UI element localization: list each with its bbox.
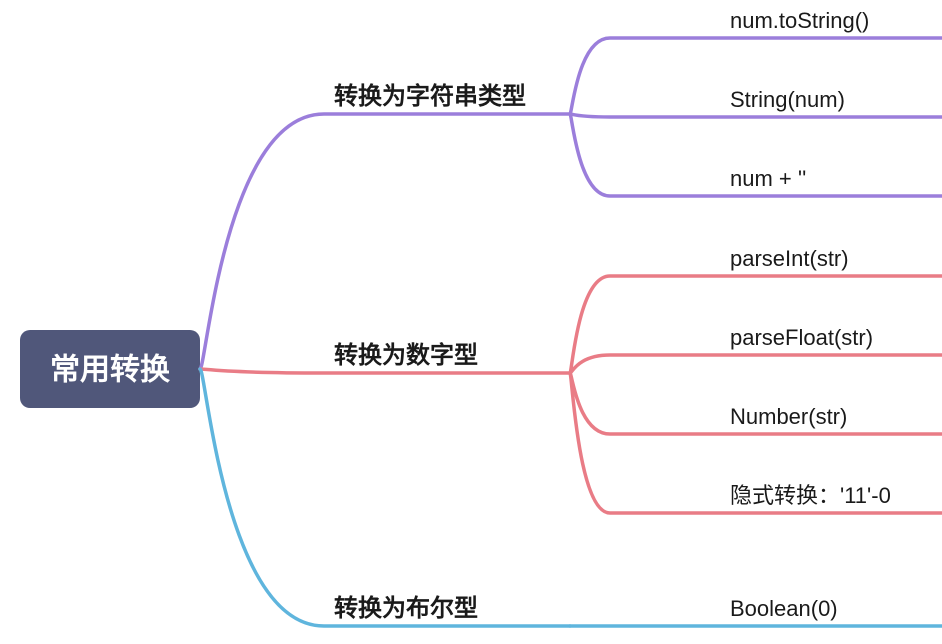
branch-label-to-string: 转换为字符串类型 [334, 82, 526, 110]
leaf-label-to-string-1: String(num) [730, 87, 845, 112]
leaf-label-to-boolean-0: Boolean(0) [730, 596, 838, 621]
branch-label-to-number: 转换为数字型 [334, 341, 478, 369]
leaf-label-to-number-2: Number(str) [730, 404, 847, 429]
branch-edge-to-number [200, 369, 570, 373]
leaf-label-to-number-1: parseFloat(str) [730, 325, 873, 350]
branch-edge-to-boolean [200, 369, 570, 626]
leaf-label-to-string-2: num + '' [730, 166, 806, 191]
mindmap-canvas: 常用转换 转换为字符串类型 num.toString() String(num) num… [0, 0, 942, 644]
branch-edge-to-string [200, 114, 570, 369]
leaf-edge-to-number-1 [570, 355, 942, 373]
leaf-label-to-number-0: parseInt(str) [730, 246, 849, 271]
leaf-label-to-string-0: num.toString() [730, 8, 869, 33]
branch-label-to-boolean: 转换为布尔型 [334, 594, 478, 622]
leaf-edge-to-string-1 [570, 114, 942, 117]
leaf-label-to-number-3: 隐式转换：'11'-0 [730, 483, 891, 508]
root-label: 常用转换 [50, 354, 171, 387]
